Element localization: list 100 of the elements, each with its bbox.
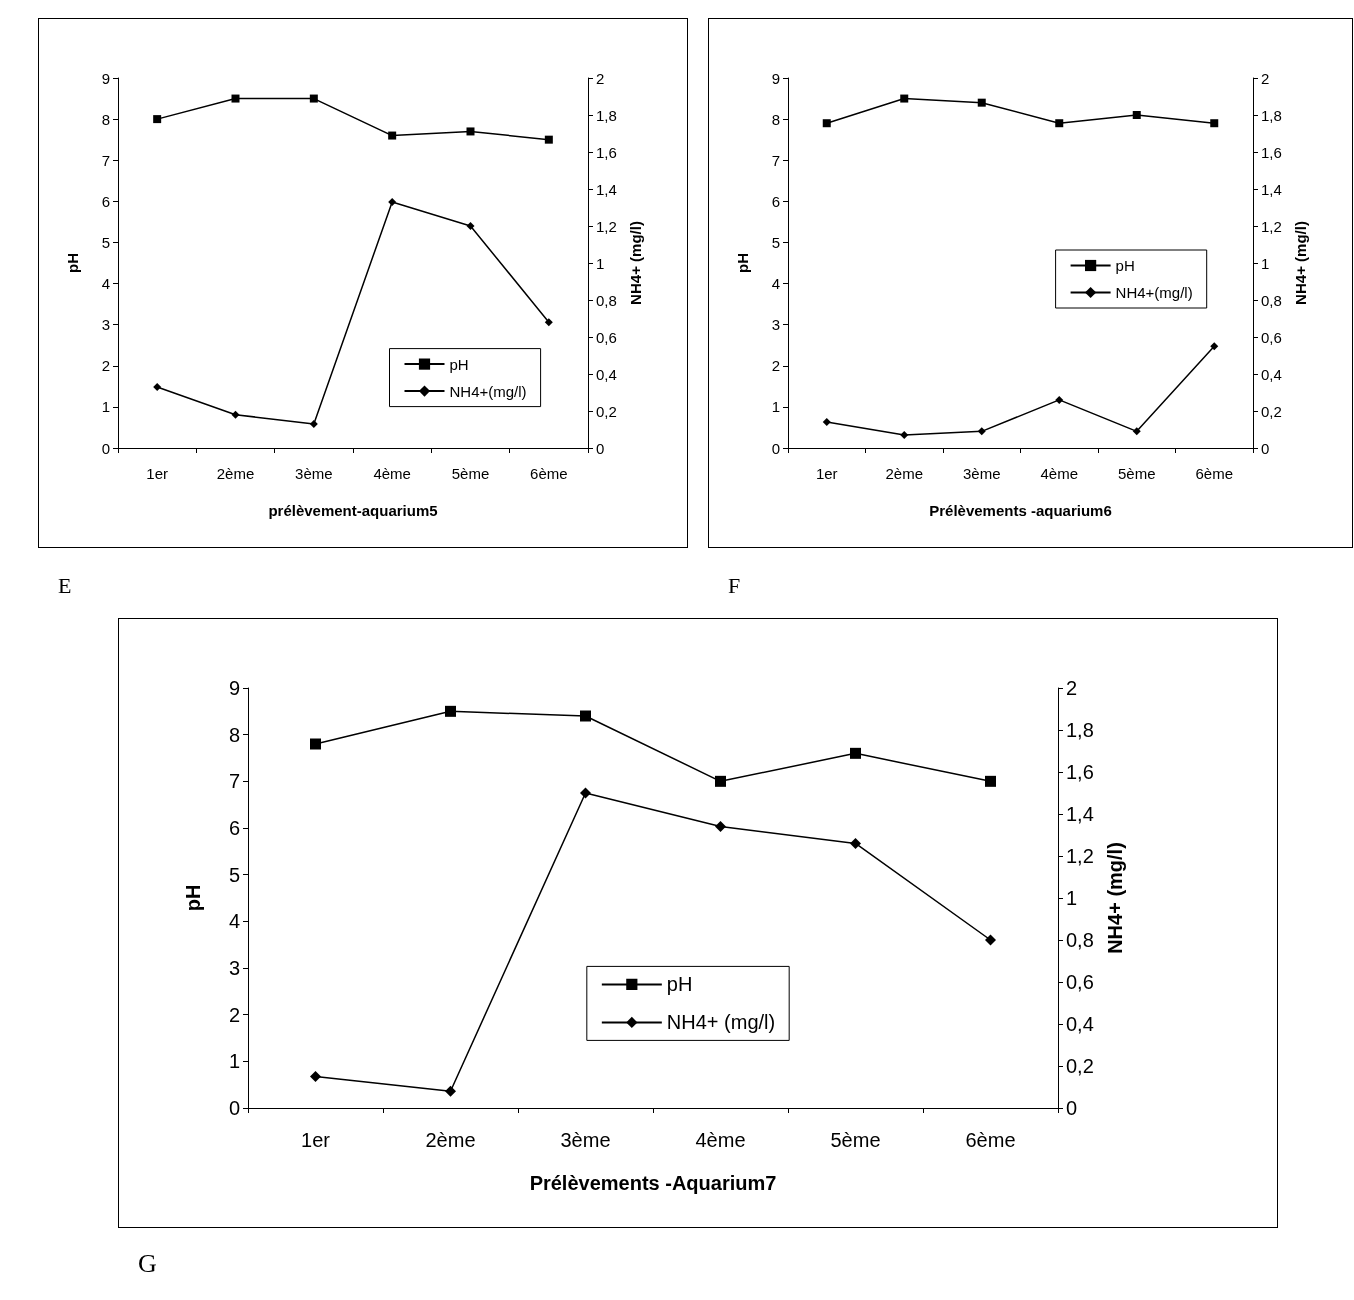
y2-tick-label: 2 <box>1261 69 1270 87</box>
y2-tick-label: 0,8 <box>596 291 617 309</box>
point <box>445 1085 456 1097</box>
y2-tick-label: 0,8 <box>1066 929 1094 951</box>
y-tick-label: 8 <box>101 110 110 128</box>
y-tick-label: 2 <box>101 357 110 375</box>
legend-label: NH4+(mg/l) <box>449 382 527 400</box>
y-tick-label: 0 <box>101 439 110 457</box>
y2-tick-label: 1 <box>1066 887 1078 909</box>
y-tick-label: 2 <box>228 1003 240 1026</box>
y-tick-label: 6 <box>228 817 240 839</box>
y2-axis-title: NH4+ (mg/l) <box>626 221 644 305</box>
point <box>310 1071 321 1082</box>
point <box>985 775 996 787</box>
y2-tick-label: 1,6 <box>1066 761 1094 783</box>
legend-label: pH <box>1115 257 1135 274</box>
y2-tick-label: 1,8 <box>596 106 617 124</box>
point <box>388 131 397 140</box>
y2-tick-label: 1,8 <box>1261 106 1282 124</box>
legend-label: pH <box>449 355 469 373</box>
point <box>580 710 591 722</box>
x-tick-label: 3ème <box>962 465 1001 482</box>
y2-tick-label: 1,6 <box>596 143 617 161</box>
point <box>580 787 591 799</box>
y-tick-label: 1 <box>771 398 780 416</box>
y-tick-label: 1 <box>101 398 110 416</box>
point <box>310 738 321 750</box>
y2-tick-label: 0,2 <box>1066 1055 1094 1077</box>
y-tick-label: 6 <box>101 192 110 210</box>
text: F <box>728 572 741 598</box>
legend-label: NH4+ (mg/l) <box>666 1011 776 1034</box>
y-tick-label: 8 <box>228 723 240 746</box>
point <box>544 135 553 144</box>
text: E <box>58 572 72 598</box>
y-tick-label: 7 <box>771 151 780 169</box>
y-tick-label: 3 <box>771 316 780 334</box>
text: G <box>138 1248 157 1278</box>
y-tick-label: 0 <box>228 1097 240 1119</box>
x-tick-label: 6ème <box>965 1129 1016 1151</box>
point <box>850 747 861 759</box>
y2-tick-label: 1,2 <box>1066 845 1094 867</box>
legend-label: pH <box>666 973 693 996</box>
y-tick-label: 4 <box>228 910 240 933</box>
point <box>153 115 162 124</box>
point <box>985 934 996 946</box>
y-tick-label: 2 <box>771 357 780 375</box>
x-tick-label: 6ème <box>1195 465 1234 482</box>
y2-tick-label: 1 <box>596 254 605 272</box>
point <box>466 127 475 136</box>
legend-label: NH4+(mg/l) <box>1115 284 1193 301</box>
y2-tick-label: 2 <box>1066 677 1078 699</box>
x-axis-title: Prélèvements -aquarium6 <box>929 502 1112 519</box>
point <box>309 94 318 103</box>
y2-tick-label: 0,2 <box>596 402 617 420</box>
y-tick-label: 0 <box>771 439 780 457</box>
point <box>1210 342 1219 351</box>
y-tick-label: 9 <box>101 69 110 87</box>
y-tick-label: 7 <box>228 770 240 793</box>
point <box>231 94 240 103</box>
x-tick-label: 5ème <box>1117 465 1156 482</box>
y2-tick-label: 1,8 <box>1066 719 1094 741</box>
point <box>445 705 456 717</box>
y-tick-label: 1 <box>228 1050 240 1073</box>
x-tick-label: 3ème <box>295 465 333 482</box>
y2-tick-label: 2 <box>596 69 605 87</box>
point <box>715 821 726 833</box>
x-tick-label: 4ème <box>1040 465 1079 482</box>
x-axis-title: Prélèvements -Aquarium7 <box>529 1172 777 1194</box>
y2-tick-label: 0,6 <box>596 328 617 346</box>
y2-tick-label: 1,4 <box>1066 803 1094 825</box>
x-tick-label: 4ème <box>373 465 411 482</box>
point <box>1055 395 1064 404</box>
x-tick-label: 4ème <box>695 1129 746 1151</box>
y2-tick-label: 0,4 <box>596 365 617 383</box>
y2-tick-label: 1,4 <box>1261 180 1282 198</box>
x-tick-label: 1er <box>301 1129 331 1151</box>
y2-tick-label: 1,2 <box>1261 217 1282 235</box>
point <box>544 318 553 327</box>
point <box>309 419 318 428</box>
y2-tick-label: 0,8 <box>1261 291 1282 309</box>
y-tick-label: 5 <box>771 233 780 251</box>
point <box>900 431 909 440</box>
point <box>231 410 240 419</box>
x-tick-label: 1er <box>815 465 838 482</box>
y2-tick-label: 0,6 <box>1066 971 1094 993</box>
y2-tick-label: 0,4 <box>1261 365 1282 383</box>
y-tick-label: 7 <box>101 151 110 169</box>
y-tick-label: 3 <box>101 316 110 334</box>
y-tick-label: 3 <box>228 957 240 979</box>
point <box>466 222 475 230</box>
point <box>388 197 397 206</box>
y2-tick-label: 1,4 <box>596 180 617 198</box>
y-tick-label: 9 <box>228 677 240 699</box>
point <box>977 427 986 436</box>
y2-tick-label: 1 <box>1261 254 1270 272</box>
x-axis-title: prélèvement-aquarium5 <box>268 502 438 519</box>
y-tick-label: 6 <box>771 192 780 210</box>
y2-axis-title: NH4+ (mg/l) <box>1103 842 1126 954</box>
x-tick-label: 3ème <box>560 1129 611 1151</box>
point <box>850 837 861 849</box>
